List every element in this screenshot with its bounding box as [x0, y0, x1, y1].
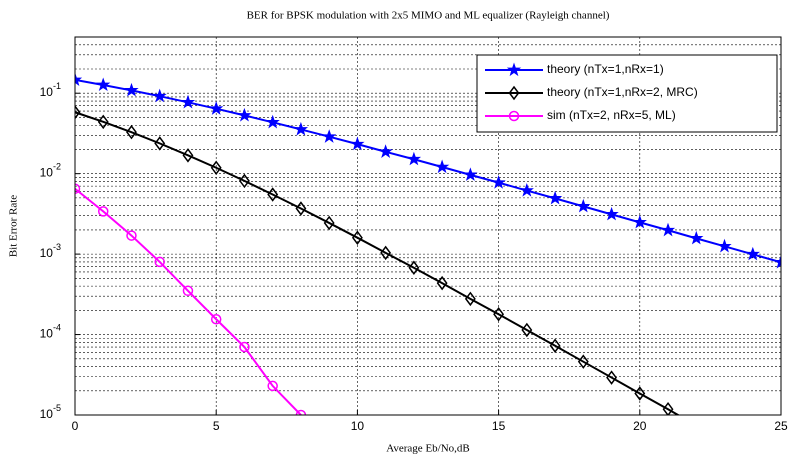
- marker: [634, 386, 646, 401]
- marker: [182, 285, 194, 297]
- y-tick-base: 10: [40, 85, 54, 99]
- chart-title: BER for BPSK modulation with 2x5 MIMO an…: [247, 10, 610, 22]
- marker: [323, 215, 335, 231]
- marker: [75, 105, 81, 120]
- marker: [748, 451, 757, 461]
- marker: [662, 401, 674, 415]
- marker: [463, 167, 478, 181]
- marker: [549, 338, 561, 353]
- marker: [239, 341, 250, 353]
- marker: [210, 313, 222, 325]
- series-line: [75, 187, 302, 415]
- marker: [96, 77, 111, 92]
- y-tick-base: 10: [40, 327, 54, 341]
- marker: [126, 230, 137, 241]
- marker: [491, 175, 506, 189]
- marker: [267, 380, 278, 392]
- y-tick-label: 10-4: [40, 323, 61, 341]
- marker: [720, 435, 729, 447]
- marker: [519, 183, 534, 197]
- marker: [576, 198, 591, 213]
- marker: [209, 101, 224, 115]
- legend: theory (nTx=1,nRx=1) theory (nTx=1,nRx=2,…: [476, 54, 778, 133]
- marker: [508, 85, 520, 101]
- legend-label: theory (nTx=1,nRx=2, MRC): [547, 85, 698, 99]
- marker: [351, 230, 363, 245]
- x-axis-label: Average Eb/No,dB: [386, 443, 470, 455]
- y-tick-base: 10: [40, 407, 54, 421]
- y-tick-exponent: -1: [53, 82, 61, 92]
- axes-box: [74, 36, 782, 416]
- marker: [493, 306, 505, 322]
- marker: [660, 222, 676, 237]
- marker: [436, 275, 448, 291]
- marker: [293, 121, 309, 136]
- x-tick-label: 10: [351, 419, 365, 433]
- marker: [434, 159, 450, 174]
- marker: [547, 190, 563, 205]
- marker: [154, 136, 166, 151]
- y-tick-exponent: -2: [53, 162, 61, 172]
- marker: [239, 173, 250, 189]
- marker: [508, 110, 520, 122]
- marker: [521, 322, 533, 338]
- marker: [267, 187, 279, 202]
- marker: [408, 260, 420, 275]
- y-tick-label: 10-1: [40, 82, 61, 100]
- legend-label: theory (nTx=1,nRx=1): [547, 62, 664, 76]
- marker: [689, 230, 704, 245]
- x-tick-label: 25: [774, 419, 788, 433]
- y-tick-label: 10-5: [40, 403, 61, 421]
- marker: [632, 214, 647, 229]
- marker: [692, 420, 701, 432]
- y-axis-label: Bit Error Rate: [8, 195, 20, 257]
- marker: [152, 88, 167, 103]
- marker: [97, 114, 109, 130]
- marker: [295, 201, 307, 216]
- marker: [75, 72, 83, 87]
- y-tick-label: 10-3: [40, 242, 61, 260]
- series-line: [75, 111, 681, 415]
- y-tick-base: 10: [40, 166, 54, 180]
- y-tick-exponent: -5: [53, 403, 61, 413]
- marker: [182, 148, 194, 163]
- marker: [717, 238, 732, 253]
- marker: [773, 254, 781, 269]
- marker: [604, 206, 619, 221]
- marker: [577, 354, 589, 369]
- marker: [378, 144, 393, 158]
- marker: [97, 206, 109, 217]
- marker: [406, 151, 422, 166]
- x-tick-label: 15: [492, 419, 506, 433]
- y-tick-base: 10: [40, 246, 54, 260]
- y-tick-label: 10-2: [40, 162, 61, 180]
- marker: [154, 256, 165, 268]
- y-tick-exponent: -3: [53, 242, 61, 252]
- marker: [745, 246, 760, 261]
- marker: [237, 107, 252, 122]
- marker: [506, 62, 522, 77]
- marker: [350, 136, 365, 151]
- x-tick-label: 0: [72, 419, 79, 433]
- legend-label: sim (nTx=2, nRx=5, ML): [547, 108, 676, 122]
- marker: [180, 94, 196, 109]
- marker: [295, 409, 307, 415]
- marker: [210, 160, 222, 176]
- marker: [606, 370, 617, 385]
- marker: [322, 129, 337, 143]
- marker: [380, 245, 392, 261]
- plot-area: [75, 72, 781, 461]
- marker: [124, 82, 139, 97]
- marker: [75, 183, 81, 194]
- y-tick-exponent: -4: [53, 323, 61, 333]
- marker: [464, 291, 476, 307]
- x-tick-label: 5: [213, 419, 220, 433]
- x-tick-label: 20: [633, 419, 647, 433]
- marker: [265, 114, 280, 129]
- marker: [126, 124, 137, 140]
